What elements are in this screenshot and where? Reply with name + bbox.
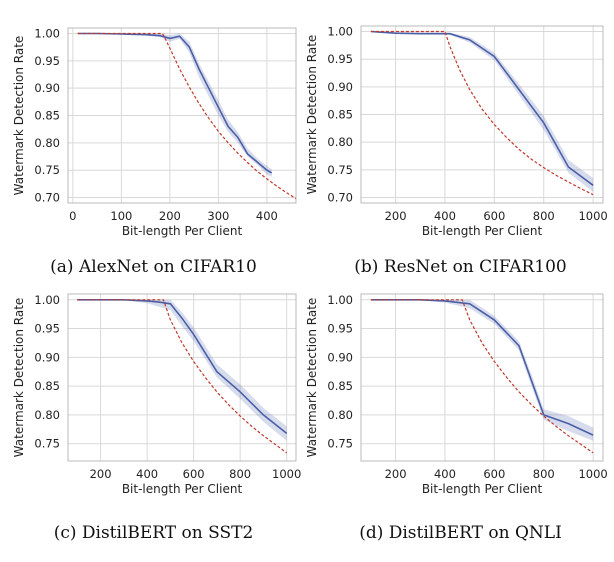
- x-tick-label: 600: [183, 467, 205, 481]
- plot-frame: [360, 25, 604, 204]
- x-tick-label: 600: [483, 467, 505, 481]
- dashed-series-line: [77, 32, 297, 200]
- x-tick-label: 800: [533, 467, 555, 481]
- y-tick-label: 0.80: [34, 136, 60, 150]
- y-tick-label: 1.00: [34, 26, 60, 40]
- x-axis-label: Bit-length Per Client: [122, 224, 243, 238]
- x-tick-label: 300: [207, 209, 229, 223]
- confidence-band: [77, 299, 287, 441]
- x-tick-label: 200: [90, 467, 112, 481]
- chart-panel-d: 200 400 600 800 1000 0.75 0.80 0.85 0.90 0.95 1.00…: [305, 281, 614, 562]
- chart-b: 200 400 600 800 1000 0.70 0.75 0.80 0.85 0.90 0.95…: [305, 25, 608, 238]
- x-tick-label: 400: [136, 467, 158, 481]
- x-tick-label: 400: [434, 467, 456, 481]
- x-tick-label: 400: [256, 209, 278, 223]
- dashed-series-line: [77, 299, 288, 454]
- x-tick-label: 200: [385, 467, 407, 481]
- y-tick-label: 0.95: [327, 52, 353, 66]
- y-tick-label: 0.95: [327, 322, 353, 336]
- plot-frame: [67, 293, 297, 462]
- y-tick-label: 0.85: [34, 379, 60, 393]
- confidence-band: [370, 299, 594, 441]
- chart-d: 200 400 600 800 1000 0.75 0.80 0.85 0.90 0.95 1.00…: [305, 293, 608, 496]
- y-tick-label: 0.75: [327, 437, 353, 451]
- y-tick-label: 0.75: [34, 163, 60, 177]
- solid-series-line: [77, 32, 273, 174]
- y-tick-label: 0.90: [327, 80, 353, 94]
- x-tick-label: 200: [385, 209, 407, 223]
- y-tick-label: 0.85: [34, 109, 60, 123]
- y-tick-label: 0.90: [34, 81, 60, 95]
- caption-c: (c) DistilBERT on SST2: [53, 523, 254, 543]
- y-axis-label: Watermark Detection Rate: [305, 35, 319, 195]
- x-tick-label: 1000: [578, 467, 607, 481]
- dashed-series-line: [370, 299, 594, 454]
- y-tick-label: 0.80: [327, 408, 353, 422]
- chart-a: 0 100 200 300 400 0.70 0.75 0.80 0.85 0.90 0.95 1.0…: [12, 26, 297, 238]
- y-axis-label: Watermark Detection Rate: [12, 36, 26, 196]
- y-tick-label: 1.00: [327, 25, 353, 39]
- confidence-band: [77, 33, 272, 177]
- confidence-band: [370, 31, 594, 192]
- x-tick-label: 400: [434, 209, 456, 223]
- plot-frame: [360, 293, 604, 462]
- caption-b: (b) ResNet on CIFAR100: [354, 257, 567, 277]
- x-axis-label: Bit-length Per Client: [422, 482, 543, 496]
- y-tick-label: 0.95: [34, 322, 60, 336]
- chart-c: 200 400 600 800 1000 0.75 0.80 0.85 0.90 0.95 1.00…: [12, 293, 301, 496]
- x-tick-label: 800: [229, 467, 251, 481]
- y-tick-label: 0.80: [34, 408, 60, 422]
- grid: [68, 28, 296, 203]
- grid: [361, 26, 603, 203]
- x-tick-label: 800: [533, 209, 555, 223]
- y-tick-label: 0.70: [34, 191, 60, 205]
- x-axis-label: Bit-length Per Client: [122, 482, 243, 496]
- chart-panel-a: 0 100 200 300 400 0.70 0.75 0.80 0.85 0.90 0.95 1.0…: [0, 0, 307, 281]
- y-axis-label: Watermark Detection Rate: [12, 298, 26, 458]
- y-tick-label: 0.80: [327, 135, 353, 149]
- caption-a: (a) AlexNet on CIFAR10: [50, 257, 257, 277]
- x-tick-label: 100: [110, 209, 132, 223]
- y-tick-label: 1.00: [327, 293, 353, 307]
- y-tick-label: 1.00: [34, 293, 60, 307]
- y-tick-label: 0.70: [327, 190, 353, 204]
- y-tick-label: 0.90: [327, 350, 353, 364]
- chart-panel-b: 200 400 600 800 1000 0.70 0.75 0.80 0.85 0.90 0.95…: [305, 0, 614, 281]
- y-tick-label: 0.75: [327, 163, 353, 177]
- x-tick-label: 600: [483, 209, 505, 223]
- x-tick-label: 200: [159, 209, 181, 223]
- x-tick-label: 1000: [578, 209, 607, 223]
- grid: [68, 294, 296, 461]
- solid-series-line: [370, 30, 594, 186]
- y-tick-label: 0.75: [34, 437, 60, 451]
- caption-d: (d) DistilBERT on QNLI: [359, 523, 562, 543]
- y-tick-label: 0.90: [34, 350, 60, 364]
- x-tick-label: 0: [69, 209, 76, 223]
- plot-frame: [67, 27, 297, 204]
- grid: [361, 294, 603, 461]
- chart-panel-c: 200 400 600 800 1000 0.75 0.80 0.85 0.90 0.95 1.00…: [0, 281, 307, 562]
- y-tick-label: 0.85: [327, 108, 353, 122]
- x-axis-label: Bit-length Per Client: [422, 224, 543, 238]
- y-tick-label: 0.85: [327, 379, 353, 393]
- x-tick-label: 1000: [272, 467, 301, 481]
- y-tick-label: 0.95: [34, 54, 60, 68]
- y-axis-label: Watermark Detection Rate: [305, 298, 319, 458]
